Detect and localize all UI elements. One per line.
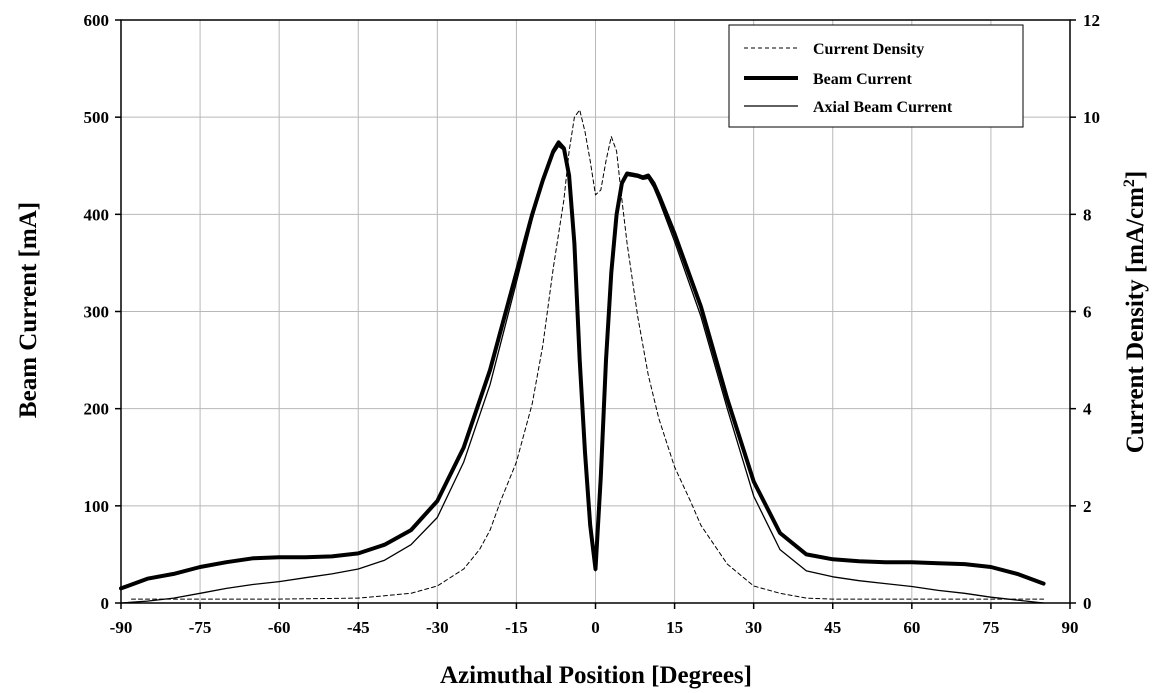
x-tick-label: -30 xyxy=(426,618,449,637)
tick-layer: -90 -75 -60 -45 -30 -15 0 15 30 45 60 75 90010020030… xyxy=(84,11,1101,637)
x-tick-label: 75 xyxy=(982,618,999,637)
y2-tick-label: 4 xyxy=(1083,400,1092,419)
y-tick-label: 500 xyxy=(84,108,110,127)
y2-tick-label: 6 xyxy=(1083,303,1092,322)
series-line-current-density xyxy=(131,109,1045,600)
y2-tick-label: 0 xyxy=(1083,594,1092,613)
legend: Current Density Beam Current Axial Beam … xyxy=(728,24,1024,128)
x-tick-label: 15 xyxy=(666,618,683,637)
series-line-beam-current xyxy=(119,140,1046,591)
y2-axis-title-end: ] xyxy=(1122,171,1149,179)
y2-tick-label: 10 xyxy=(1083,108,1100,127)
y2-axis-title-sup: 2 xyxy=(1121,179,1138,187)
series-layer xyxy=(119,109,1046,604)
x-tick-label: -15 xyxy=(505,618,528,637)
y-tick-label: 0 xyxy=(101,594,110,613)
y2-tick-label: 8 xyxy=(1083,205,1092,224)
legend-label-current-density: Current Density xyxy=(813,41,924,58)
y-tick-label: 100 xyxy=(84,497,110,516)
y2-tick-label: 12 xyxy=(1083,11,1100,30)
y-tick-label: 600 xyxy=(84,11,110,30)
x-tick-label: -90 xyxy=(110,618,133,637)
y2-tick-label: 2 xyxy=(1083,497,1092,516)
x-tick-label: -45 xyxy=(347,618,370,637)
x-tick-label: 0 xyxy=(591,618,600,637)
x-tick-label: 45 xyxy=(824,618,841,637)
x-tick-label: 30 xyxy=(745,618,762,637)
x-tick-label: 60 xyxy=(903,618,920,637)
y2-axis-title-main: Current Density [mA/cm xyxy=(1122,187,1149,453)
legend-label-axial-beam-current: Axial Beam Current xyxy=(813,99,953,116)
x-tick-label: -75 xyxy=(189,618,212,637)
y-tick-label: 400 xyxy=(84,205,110,224)
y-tick-label: 300 xyxy=(84,303,110,322)
y-axis-title: Beam Current [mA] xyxy=(15,202,42,418)
x-tick-label: 90 xyxy=(1062,618,1079,637)
x-tick-label: -60 xyxy=(268,618,291,637)
legend-label-beam-current: Beam Current xyxy=(813,71,912,88)
y2-axis-title: Current Density [mA/cm2] xyxy=(1121,171,1149,453)
x-axis-title: Azimuthal Position [Degrees] xyxy=(440,662,752,689)
y-tick-label: 200 xyxy=(84,400,110,419)
